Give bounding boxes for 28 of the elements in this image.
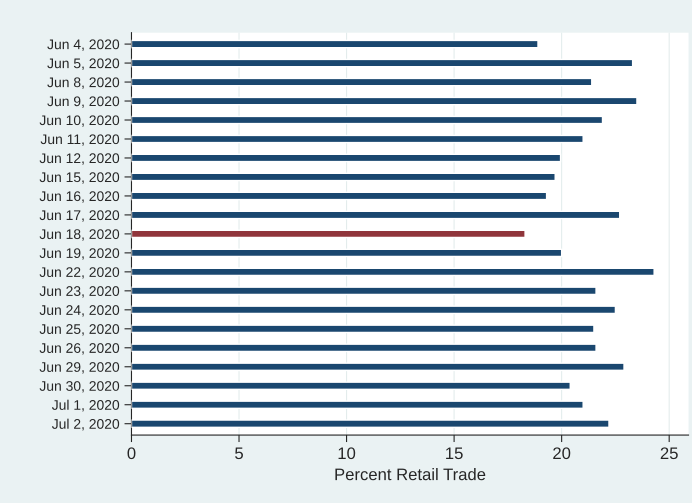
y-tick-label: Jun 30, 2020	[40, 381, 120, 393]
x-tick-label: 25	[660, 447, 678, 460]
y-tick-label: Jun 22, 2020	[40, 267, 120, 279]
y-tick-label: Jul 1, 2020	[52, 400, 120, 412]
y-tick-label: Jun 26, 2020	[40, 343, 120, 355]
y-tick-label: Jun 18, 2020	[40, 229, 120, 241]
y-tick-label: Jun 8, 2020	[47, 77, 120, 89]
y-tick-label: Jun 19, 2020	[40, 248, 120, 260]
x-tick-label: 0	[127, 447, 136, 460]
y-tick-label: Jun 29, 2020	[40, 362, 120, 374]
y-tick-label: Jun 25, 2020	[40, 324, 120, 336]
x-tick-label: 5	[235, 448, 243, 460]
y-tick-label: Jun 9, 2020	[47, 96, 120, 108]
y-tick-label: Jun 12, 2020	[40, 153, 120, 165]
y-tick-label: Jun 24, 2020	[40, 305, 120, 317]
x-tick-label: 10	[338, 447, 356, 460]
y-tick-label: Jun 4, 2020	[47, 39, 120, 51]
y-tick-label: Jun 17, 2020	[40, 210, 120, 222]
x-tick-label: 15	[446, 448, 463, 460]
y-tick-label: Jun 10, 2020	[40, 115, 120, 127]
x-axis-title: Percent Retail Trade	[335, 468, 486, 480]
y-tick-label: Jun 11, 2020	[40, 134, 120, 146]
y-tick-label: Jun 15, 2020	[40, 172, 120, 184]
x-tick-label: 20	[553, 447, 570, 460]
y-tick-label: Jul 2, 2020	[52, 418, 120, 431]
y-tick-label: Jun 5, 2020	[47, 58, 120, 70]
y-tick-label: Jun 16, 2020	[40, 191, 120, 203]
y-tick-label: Jun 23, 2020	[40, 286, 120, 298]
